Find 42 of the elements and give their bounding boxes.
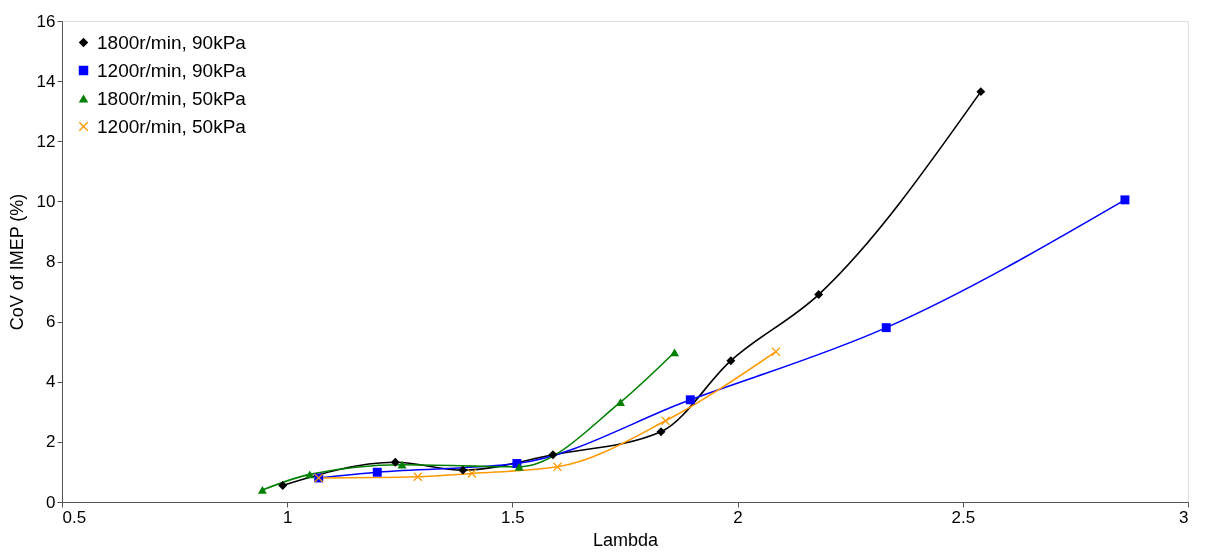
y-tick-label: 6 bbox=[46, 312, 56, 332]
y-tick-label: 16 bbox=[36, 11, 56, 31]
point bbox=[390, 457, 400, 467]
y-tick-label: 12 bbox=[36, 131, 56, 151]
legend-label: 1200r/min, 90kPa bbox=[97, 59, 247, 81]
y-axis-title: CoV of IMEP (%) bbox=[6, 193, 27, 331]
x-tick-label: 1.5 bbox=[501, 507, 525, 527]
x-axis-title: Lambda bbox=[592, 529, 660, 550]
point bbox=[771, 347, 781, 357]
point bbox=[257, 486, 267, 494]
point bbox=[372, 467, 382, 477]
x-tick-label: 2.5 bbox=[951, 507, 976, 527]
point bbox=[616, 398, 625, 407]
x-tick-label: 3 bbox=[1179, 507, 1189, 527]
legend-label: 1200r/min, 50kPa bbox=[97, 115, 247, 137]
x-tick-label: 0.5 bbox=[62, 507, 87, 527]
y-tick-label: 0 bbox=[46, 492, 56, 512]
point bbox=[814, 290, 824, 300]
y-tick-label: 14 bbox=[36, 71, 56, 91]
legend-label: 1800r/min, 50kPa bbox=[97, 87, 247, 109]
point bbox=[670, 348, 680, 357]
point bbox=[685, 395, 695, 405]
point bbox=[305, 470, 315, 479]
x-tick-label: 2 bbox=[733, 507, 743, 527]
point bbox=[656, 427, 666, 437]
point bbox=[1120, 195, 1130, 205]
point bbox=[881, 323, 891, 333]
point bbox=[278, 480, 288, 490]
point bbox=[976, 87, 986, 97]
y-tick-label: 8 bbox=[46, 252, 56, 271]
point bbox=[552, 462, 562, 472]
point bbox=[467, 468, 477, 478]
legend-label: 1800r/min, 90kPa bbox=[97, 31, 247, 53]
point bbox=[548, 450, 558, 460]
point bbox=[397, 460, 407, 469]
y-tick-label: 4 bbox=[46, 372, 56, 392]
y-tick-label: 2 bbox=[46, 432, 56, 452]
y-tick-label: 10 bbox=[36, 191, 56, 211]
point bbox=[661, 416, 671, 426]
point bbox=[458, 465, 468, 475]
x-tick-label: 1 bbox=[282, 507, 293, 527]
point bbox=[726, 356, 736, 366]
